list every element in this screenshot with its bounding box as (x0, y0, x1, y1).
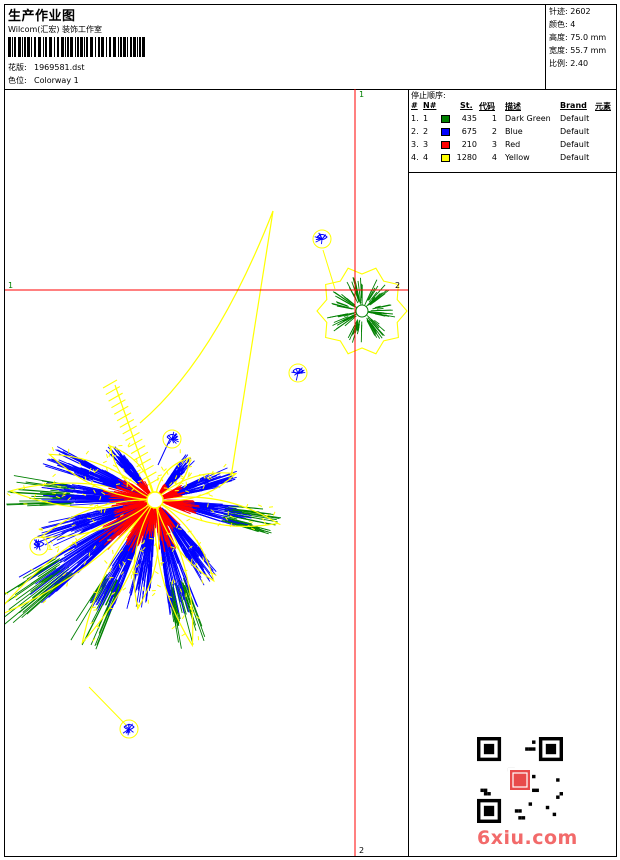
vertical-axis-top-label: 1 (359, 90, 365, 99)
row-index: 2. (411, 127, 419, 136)
design-preview: 1 2 1 2 (0, 89, 408, 856)
row-needle: 2 (423, 127, 429, 136)
embroidery-preview-svg (0, 89, 408, 856)
color-swatch (441, 115, 450, 123)
design-value: 1969581.dst (34, 63, 85, 72)
row-index: 3. (411, 140, 419, 149)
stop-sequence-table: # N# St. 代码 描述 Brand 元素 1. 1 435 1 Dark Gree… (411, 101, 616, 166)
watermark-logo: 6xiu.com (477, 827, 578, 849)
color-swatch (441, 154, 450, 162)
row-brand: Default (560, 153, 590, 162)
row-needle: 1 (423, 114, 429, 123)
barcode (8, 37, 145, 57)
row-description: Red (505, 140, 521, 149)
row-code: 2 (491, 127, 497, 136)
page-title: 生产作业图 (8, 9, 76, 24)
row-index: 4. (411, 153, 419, 162)
row-description: Dark Green (505, 114, 551, 123)
row-code: 4 (491, 153, 497, 162)
row-brand: Default (560, 127, 590, 136)
row-code: 1 (491, 114, 497, 123)
panel-divider (409, 172, 617, 173)
header: 生产作业图 Wilcom(汇宏) 装饰工作室 花版: 1969581.dst 色位… (5, 5, 616, 90)
qr-code (477, 737, 563, 823)
stat-colors: 颜色: 4 (549, 20, 576, 29)
stat-width: 宽度: 55.7 mm (549, 46, 607, 55)
stat-height: 高度: 75.0 mm (549, 33, 607, 42)
col-code: 代码 (479, 102, 495, 111)
row-description: Yellow (505, 153, 530, 162)
row-code: 3 (491, 140, 497, 149)
col-brand: Brand (560, 101, 587, 110)
colorway-row: 色位: Colorway 1 (8, 75, 79, 86)
row-needle: 4 (423, 153, 429, 162)
stop-sequence-heading: 停止顺序: (411, 91, 446, 100)
table-rows: 1. 1 435 1 Dark Green Default 2. 2 675 2 Blue Defau… (411, 114, 616, 166)
row-stitches: 1280 (456, 153, 477, 162)
header-info: 生产作业图 Wilcom(汇宏) 装饰工作室 花版: 1969581.dst 色位… (5, 5, 545, 89)
studio-subtitle: Wilcom(汇宏) 装饰工作室 (8, 25, 103, 34)
table-header-row: # N# St. 代码 描述 Brand 元素 (411, 101, 616, 114)
production-worksheet: 生产作业图 Wilcom(汇宏) 装饰工作室 花版: 1969581.dst 色位… (0, 4, 617, 857)
vertical-axis-bottom-label: 2 (359, 846, 365, 855)
stat-scale: 比例: 2.40 (549, 59, 589, 68)
design-file-row: 花版: 1969581.dst (8, 62, 85, 73)
embroidery-design (0, 210, 408, 739)
col-element: 元素 (595, 102, 611, 111)
stat-stitches: 针迹: 2602 (549, 7, 591, 16)
table-row: 2. 2 675 2 Blue Default (411, 127, 616, 140)
col-index: # (411, 101, 418, 110)
design-label: 花版: (8, 63, 27, 72)
row-stitches: 675 (461, 127, 477, 136)
table-row: 4. 4 1280 4 Yellow Default (411, 153, 616, 166)
table-row: 1. 1 435 1 Dark Green Default (411, 114, 616, 127)
horizontal-axis-right-label: 2 (395, 281, 401, 290)
color-swatch (441, 128, 450, 136)
table-row: 3. 3 210 3 Red Default (411, 140, 616, 153)
stats-panel: 针迹: 2602 颜色: 4 高度: 75.0 mm 宽度: 55.7 mm 比… (545, 5, 617, 89)
colorway-label: 色位: (8, 76, 27, 85)
row-stitches: 435 (461, 114, 477, 123)
row-stitches: 210 (461, 140, 477, 149)
col-needle: N# (423, 101, 437, 110)
row-needle: 3 (423, 140, 429, 149)
color-swatch (441, 141, 450, 149)
col-description: 描述 (505, 102, 521, 111)
colorway-value: Colorway 1 (34, 76, 79, 85)
row-description: Blue (505, 127, 523, 136)
col-stitches: St. (460, 101, 473, 110)
row-brand: Default (560, 140, 590, 149)
horizontal-axis-left-label: 1 (8, 281, 14, 290)
stop-sequence-panel: 停止顺序: # N# St. 代码 描述 Brand 元素 1. 1 435 1 Dar… (408, 89, 617, 856)
row-brand: Default (560, 114, 590, 123)
row-index: 1. (411, 114, 419, 123)
